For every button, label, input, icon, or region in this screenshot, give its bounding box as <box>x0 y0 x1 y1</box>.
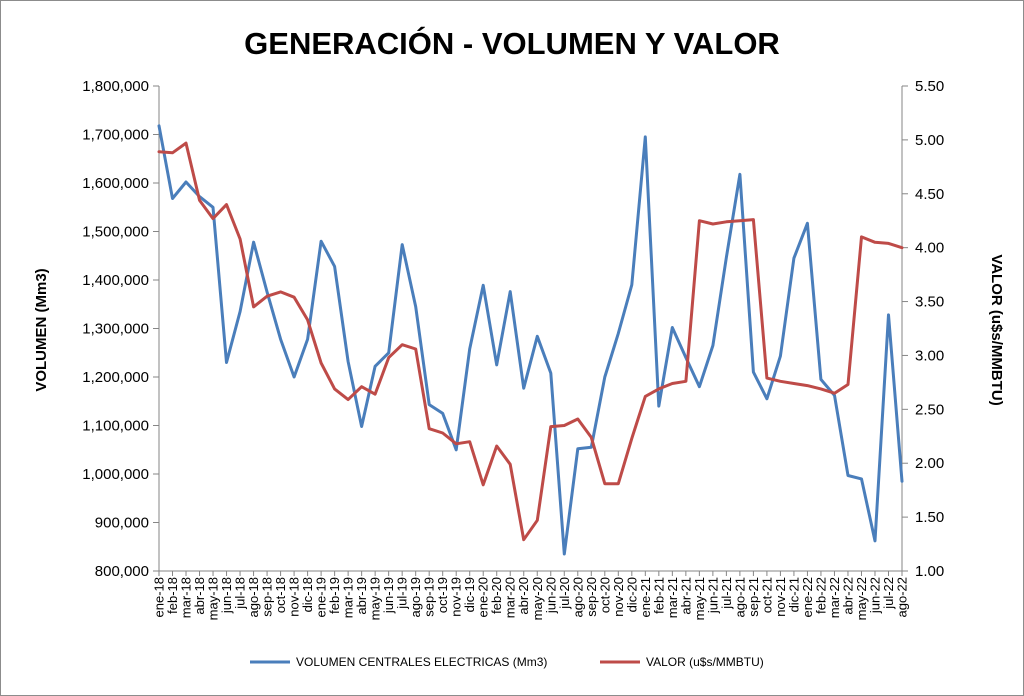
x-tick-label: dic-18 <box>300 577 315 612</box>
x-tick-label: may-22 <box>854 577 869 620</box>
x-tick-label: feb-21 <box>651 577 666 614</box>
y2-tick-label: 5.00 <box>915 132 944 149</box>
x-tick-label: jul-21 <box>719 577 734 610</box>
y-tick-label: 1,000,000 <box>82 466 149 483</box>
x-tick-label: mar-19 <box>341 577 356 618</box>
x-tick-label: jun-19 <box>381 577 396 614</box>
x-tick-label: ene-22 <box>800 577 815 617</box>
x-tick-label: ago-19 <box>408 577 423 617</box>
y-axis-title: VOLUMEN (Mm3) <box>33 268 50 391</box>
y-tick-label: 1,300,000 <box>82 321 149 338</box>
x-tick-label: jul-20 <box>557 577 572 610</box>
x-tick-label: jul-19 <box>395 577 410 610</box>
x-tick-label: feb-19 <box>327 577 342 614</box>
x-tick-label: nov-21 <box>773 577 788 617</box>
y2-tick-label: 2.00 <box>915 455 944 472</box>
y2-axis-title: VALOR (u$s/MMBTU) <box>988 254 1005 405</box>
x-tick-label: abr-22 <box>840 577 855 615</box>
y-tick-label: 1,700,000 <box>82 127 149 144</box>
y-tick-label: 1,200,000 <box>82 369 149 386</box>
x-tick-label: mar-20 <box>503 577 518 618</box>
x-tick-label: ago-20 <box>570 577 585 617</box>
x-tick-label: abr-18 <box>192 577 207 615</box>
y-tick-label: 1,800,000 <box>82 78 149 95</box>
chart-title: GENERACIÓN - VOLUMEN Y VALOR <box>244 25 780 61</box>
x-tick-label: feb-20 <box>489 577 504 614</box>
x-tick-label: dic-19 <box>462 577 477 612</box>
x-tick-label: oct-18 <box>273 577 288 613</box>
legend: VOLUMEN CENTRALES ELECTRICAS (Mm3) VALOR… <box>250 655 764 669</box>
x-tick-label: jul-22 <box>881 577 896 610</box>
x-tick-label: ene-19 <box>314 577 329 617</box>
x-tick-label: nov-19 <box>449 577 464 617</box>
x-tick-label: mar-21 <box>665 577 680 618</box>
legend-label-valor: VALOR (u$s/MMBTU) <box>646 655 764 669</box>
x-tick-label: jun-20 <box>543 577 558 614</box>
y2-tick-label: 4.00 <box>915 240 944 257</box>
x-tick-label: abr-20 <box>516 577 531 615</box>
x-tick-label: oct-19 <box>435 577 450 613</box>
x-tick-label: jun-22 <box>867 577 882 614</box>
series-line-volumen <box>157 124 904 556</box>
x-tick-label: sep-20 <box>584 577 599 617</box>
x-tick-label: jul-18 <box>233 577 248 610</box>
x-tick-label: jun-18 <box>219 577 234 614</box>
series-line-valor <box>157 141 904 542</box>
x-tick-label: ago-22 <box>895 577 910 617</box>
y2-tick-label: 3.50 <box>915 294 944 311</box>
x-tick-label: oct-21 <box>759 577 774 613</box>
y-tick-label: 1,100,000 <box>82 418 149 435</box>
x-tick-label: feb-18 <box>165 577 180 614</box>
x-tick-label: jun-21 <box>705 577 720 614</box>
x-tick-label: sep-19 <box>422 577 437 617</box>
y-tick-label: 900,000 <box>95 515 149 532</box>
y-tick-label: 1,500,000 <box>82 224 149 241</box>
x-tick-label: may-19 <box>368 577 383 620</box>
x-tick-label: ago-18 <box>246 577 261 617</box>
x-tick-label: dic-20 <box>624 577 639 612</box>
x-tick-label: feb-22 <box>813 577 828 614</box>
x-tick-label: abr-19 <box>354 577 369 615</box>
x-tick-label: abr-21 <box>678 577 693 615</box>
x-tick-label: nov-20 <box>611 577 626 617</box>
x-tick-label: mar-22 <box>827 577 842 618</box>
y2-tick-label: 5.50 <box>915 78 944 95</box>
y2-tick-label: 2.50 <box>915 401 944 418</box>
y2-tick-label: 3.00 <box>915 347 944 364</box>
x-tick-label: ene-21 <box>638 577 653 617</box>
x-tick-label: ago-21 <box>732 577 747 617</box>
x-tick-label: may-18 <box>206 577 221 620</box>
x-tick-label: nov-18 <box>287 577 302 617</box>
x-tick-label: dic-21 <box>786 577 801 612</box>
x-tick-label: mar-18 <box>179 577 194 618</box>
y2-tick-label: 4.50 <box>915 186 944 203</box>
x-tick-label: may-21 <box>692 577 707 620</box>
legend-label-volumen: VOLUMEN CENTRALES ELECTRICAS (Mm3) <box>296 655 547 669</box>
x-tick-label: may-20 <box>530 577 545 620</box>
x-tick-label: ene-18 <box>152 577 167 617</box>
x-tick-label: sep-21 <box>746 577 761 617</box>
x-tick-label: oct-20 <box>597 577 612 613</box>
y-tick-label: 1,400,000 <box>82 272 149 289</box>
x-tick-label: sep-18 <box>260 577 275 617</box>
y-tick-label: 800,000 <box>95 563 149 580</box>
y2-tick-label: 1.00 <box>915 563 944 580</box>
y-tick-label: 1,600,000 <box>82 175 149 192</box>
x-tick-label: ene-20 <box>476 577 491 617</box>
y2-tick-label: 1.50 <box>915 509 944 526</box>
